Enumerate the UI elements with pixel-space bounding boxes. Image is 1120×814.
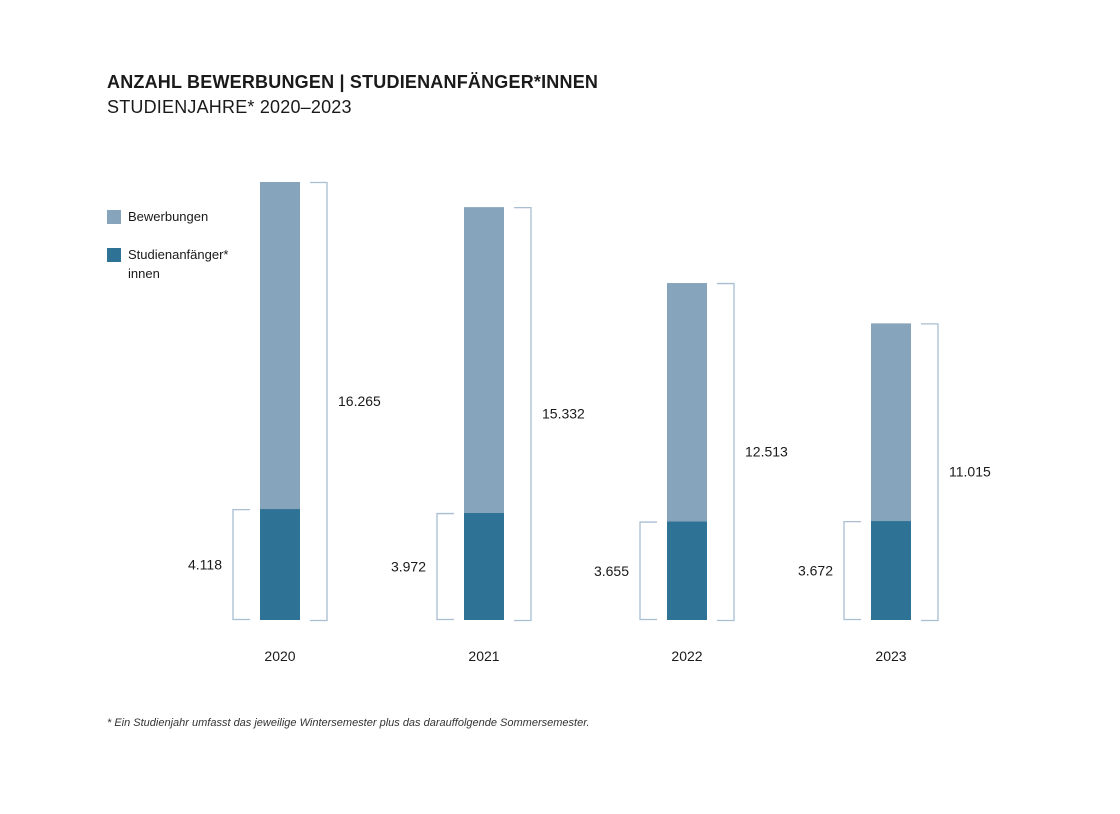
value-label-studienanfaenger-2020: 4.118: [188, 557, 222, 573]
x-tick-label-2022: 2022: [671, 648, 702, 664]
chart-title: ANZAHL BEWERBUNGEN | STUDIENANFÄNGER*INN…: [107, 72, 599, 92]
bracket-bewerbungen-2023: [921, 323, 939, 622]
bracket-studienanfaenger-2022: [639, 521, 657, 621]
legend-label-bewerbungen: Bewerbungen: [128, 209, 209, 224]
legend-swatch-bewerbungen: [107, 210, 121, 224]
value-label-bewerbungen-2023: 11.015: [949, 464, 991, 480]
bar-studienanfaenger-2020: [260, 509, 300, 620]
bracket-studienanfaenger-2021: [436, 512, 454, 621]
x-tick-label-2021: 2021: [468, 648, 499, 664]
chart-subtitle: STUDIENJAHRE* 2020–2023: [107, 97, 352, 117]
bar-studienanfaenger-2023: [871, 521, 911, 620]
legend-swatch-studienanfaenger: [107, 248, 121, 262]
bracket-bewerbungen-2020: [310, 181, 328, 622]
bar-studienanfaenger-2021: [464, 513, 504, 620]
value-label-bewerbungen-2020: 16.265: [338, 393, 381, 409]
value-label-bewerbungen-2021: 15.332: [542, 406, 585, 422]
value-label-studienanfaenger-2021: 3.972: [391, 559, 426, 575]
x-tick-label-2023: 2023: [875, 648, 906, 664]
legend-label-studienanfaenger-line2: innen: [128, 266, 160, 281]
bracket-studienanfaenger-2020: [232, 508, 250, 621]
footnote: * Ein Studienjahr umfasst das jeweilige …: [107, 717, 590, 729]
value-label-studienanfaenger-2023: 3.672: [798, 563, 833, 579]
bracket-bewerbungen-2022: [717, 282, 735, 622]
bracket-studienanfaenger-2023: [843, 520, 861, 621]
legend-label-studienanfaenger-line1: Studienanfänger*: [128, 247, 229, 262]
x-tick-label-2020: 2020: [264, 648, 295, 664]
value-label-bewerbungen-2022: 12.513: [745, 444, 788, 460]
bracket-bewerbungen-2021: [514, 206, 532, 622]
value-label-studienanfaenger-2022: 3.655: [594, 563, 629, 579]
bar-studienanfaenger-2022: [667, 521, 707, 620]
